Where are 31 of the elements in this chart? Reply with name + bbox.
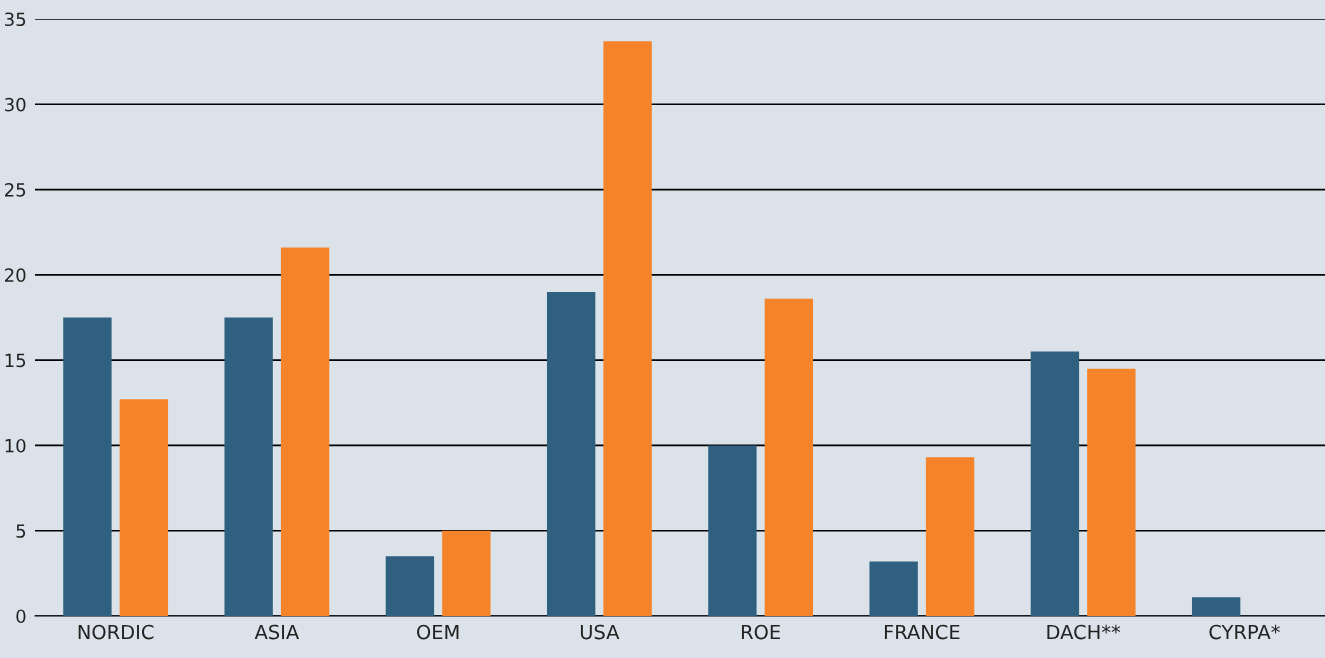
bar: [764, 298, 814, 616]
y-tick-label: 5: [16, 524, 26, 538]
x-tick-label: FRANCE: [884, 624, 960, 640]
bar: [63, 317, 112, 616]
y-tick-label: 25: [5, 183, 26, 197]
x-tick-label: OEM: [417, 624, 459, 640]
bar: [869, 561, 918, 616]
bar: [546, 291, 596, 616]
x-tick-label: USA: [580, 624, 620, 640]
y-tick-label: 15: [5, 353, 26, 368]
x-tick-label: NORDIC: [78, 624, 154, 640]
bar: [442, 530, 491, 616]
x-tick-label: DACH**: [1047, 624, 1121, 640]
bar: [224, 317, 273, 616]
bar: [1191, 597, 1241, 616]
bar: [925, 457, 975, 616]
bar: [119, 399, 169, 616]
bar: [603, 41, 652, 616]
y-tick-label: 10: [5, 438, 26, 453]
bar: [280, 247, 330, 616]
bar: [1087, 368, 1136, 616]
x-tick-label: ASIA: [254, 624, 300, 640]
y-tick-label: 20: [5, 268, 26, 282]
bar: [1030, 351, 1080, 616]
y-tick-label: 35: [5, 12, 26, 27]
bar: [708, 445, 757, 616]
bar: [385, 556, 435, 616]
y-tick-label: 30: [5, 97, 26, 112]
y-tick-label: 0: [16, 609, 26, 624]
x-tick-label: CYRPA*: [1209, 624, 1280, 640]
x-tick-label: ROE: [741, 624, 780, 640]
